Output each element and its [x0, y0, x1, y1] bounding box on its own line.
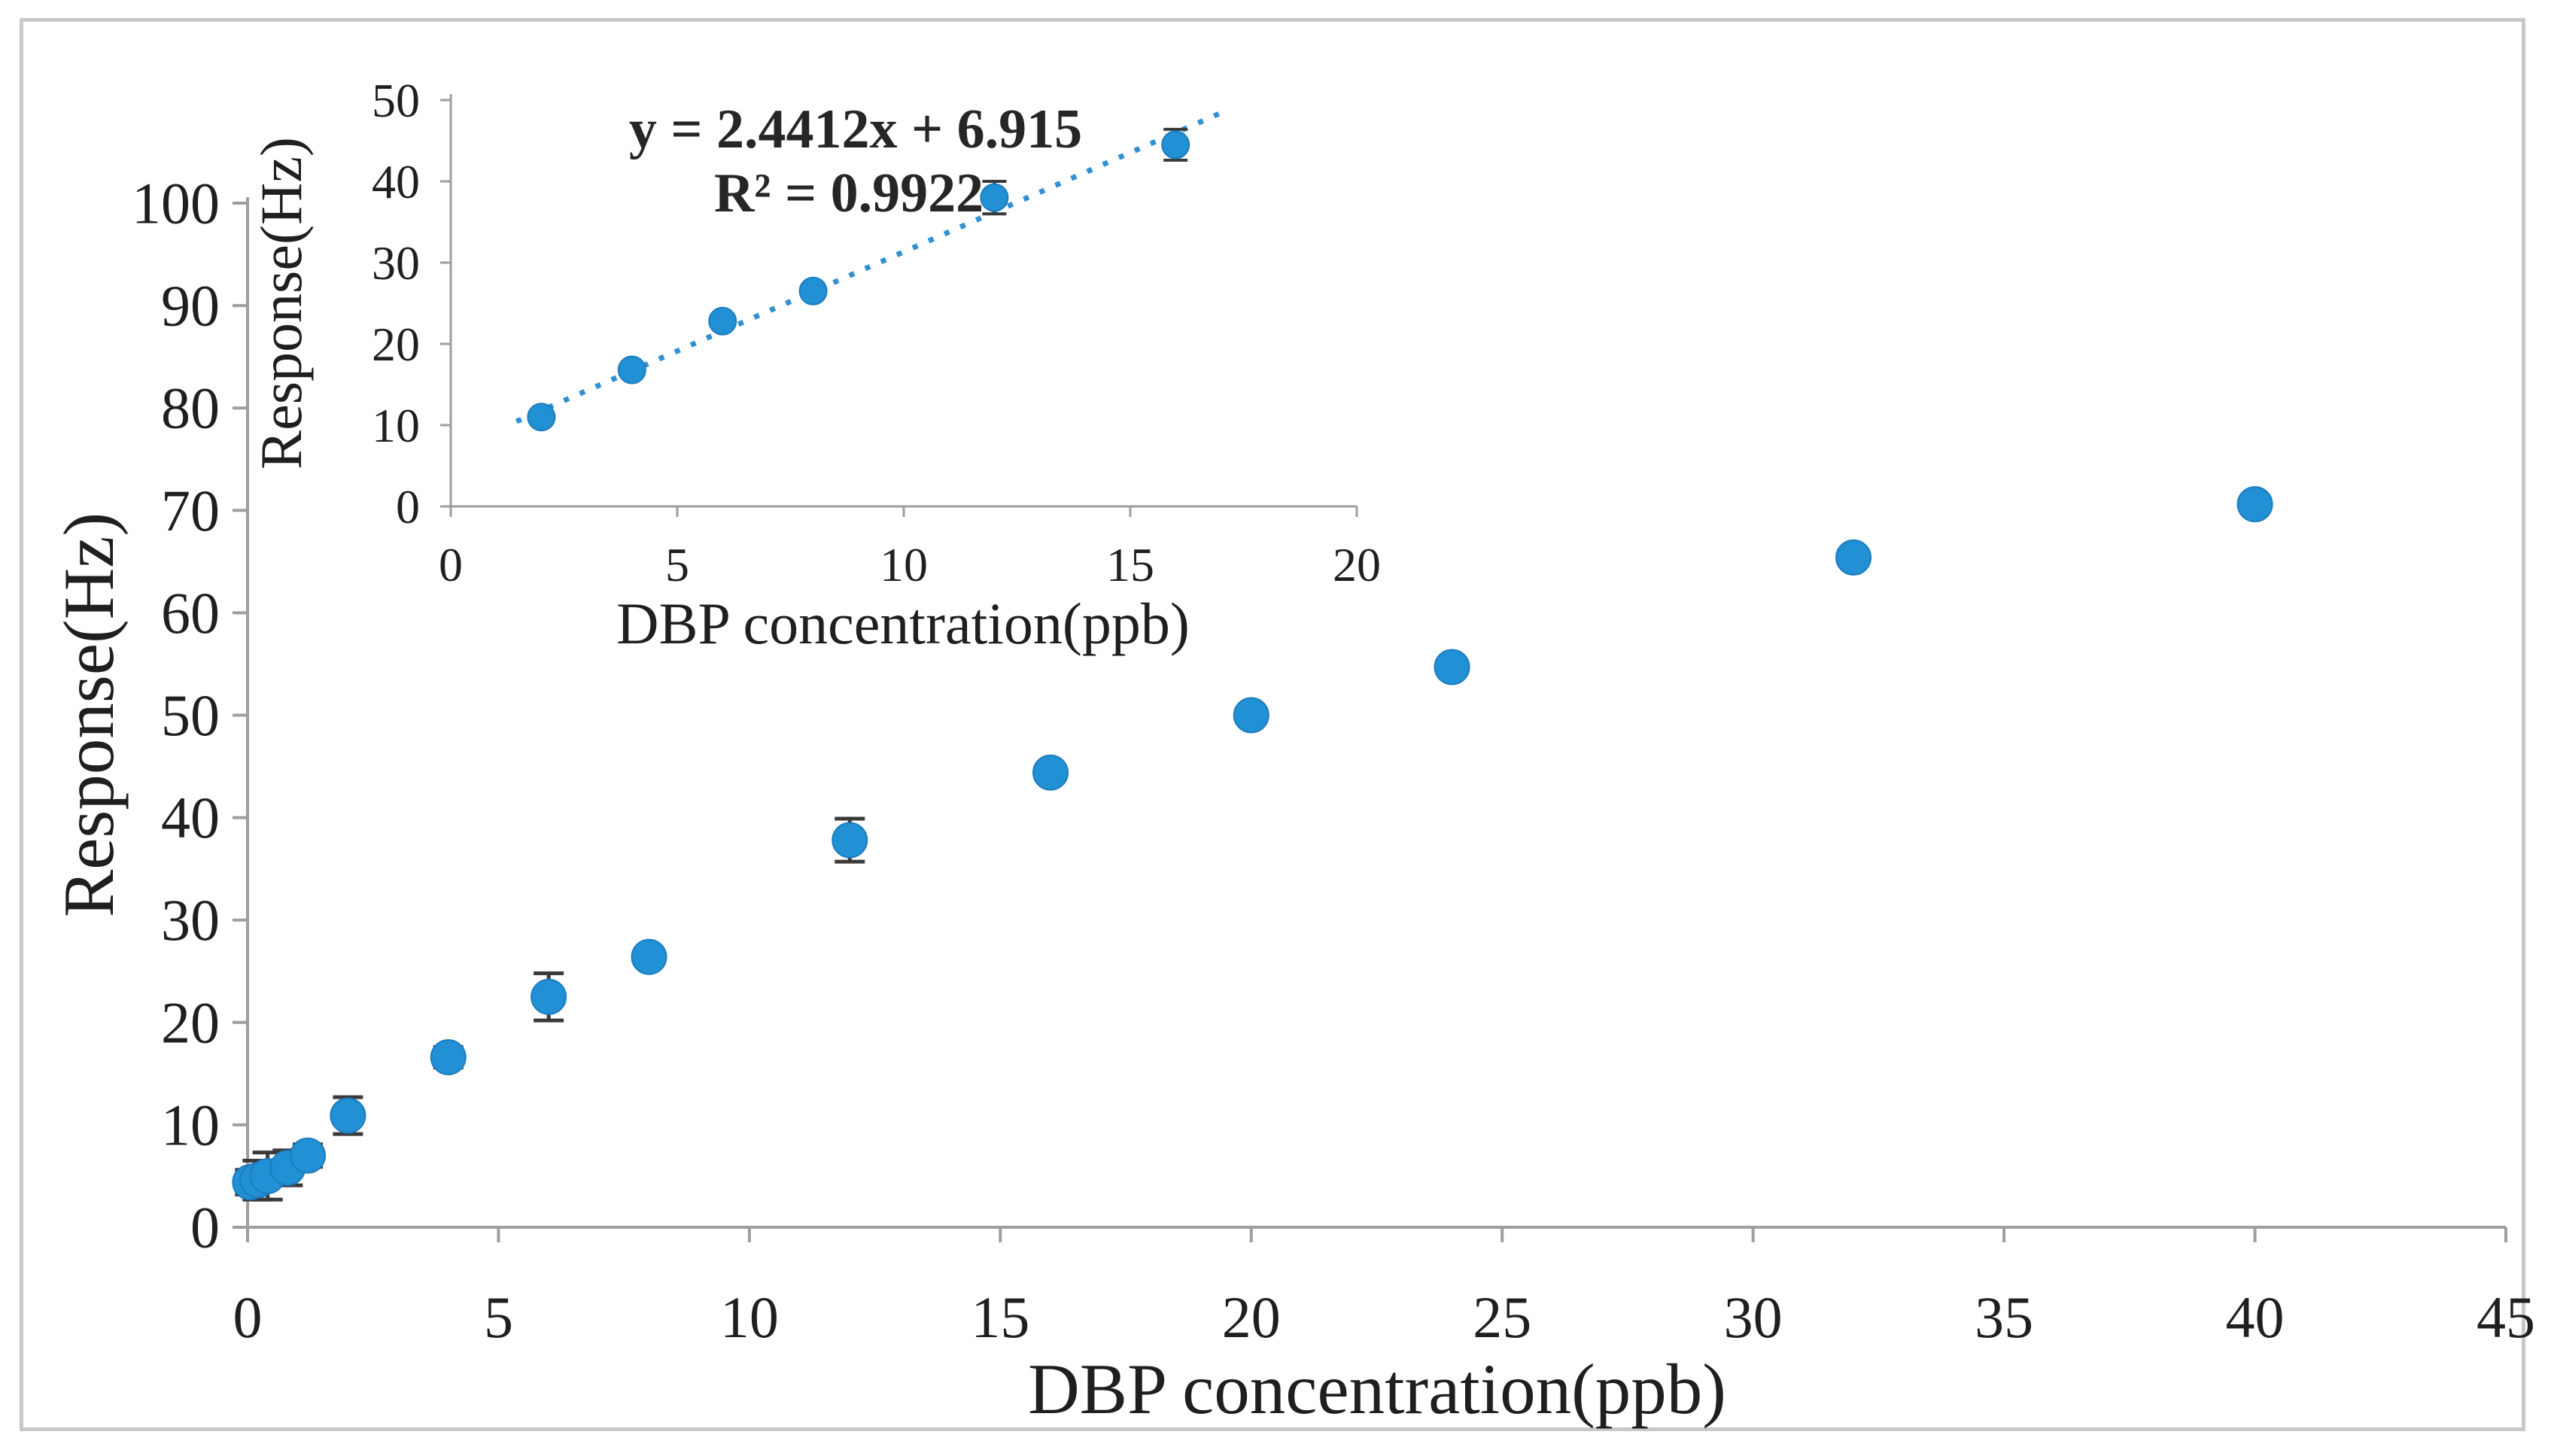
data-point: [330, 1097, 366, 1134]
x-tick-label: 40: [2226, 1284, 2285, 1350]
y-tick-label: 90: [161, 273, 220, 339]
y-tick-label: 80: [161, 375, 220, 441]
inset-y-axis-title: Response(Hz): [248, 137, 314, 470]
x-tick-label: 10: [880, 538, 928, 591]
data-point: [798, 276, 828, 305]
data-point: [631, 938, 667, 975]
data-point: [1835, 539, 1872, 576]
x-tick-label: 5: [484, 1284, 513, 1350]
main-x-axis-title: DBP concentration(ppb): [1028, 1349, 1726, 1429]
x-tick-label: 35: [1975, 1284, 2033, 1350]
data-point: [531, 978, 567, 1015]
y-tick-label: 70: [161, 478, 220, 543]
x-tick-label: 15: [971, 1284, 1029, 1350]
figure-border: [20, 18, 2525, 1431]
data-point: [617, 355, 646, 385]
inset-trendline-group: [515, 108, 1227, 424]
y-tick-label: 30: [372, 236, 420, 290]
x-tick-label: 10: [720, 1284, 779, 1350]
y-tick-label: 40: [372, 155, 420, 208]
data-point: [2236, 486, 2273, 523]
trendline-dotted: [515, 108, 1227, 424]
x-tick-label: 15: [1106, 538, 1154, 591]
data-point: [430, 1039, 467, 1076]
x-tick-label: 30: [1724, 1284, 1783, 1350]
x-tick-label: 0: [233, 1284, 263, 1350]
x-tick-label: 5: [665, 538, 689, 591]
data-point: [708, 306, 737, 336]
data-point: [290, 1137, 327, 1174]
data-point: [1161, 130, 1190, 160]
x-tick-label: 45: [2477, 1284, 2535, 1350]
data-point: [1233, 697, 1269, 734]
trendline-equation-label: y = 2.4412x + 6.915: [629, 99, 1082, 160]
x-tick-label: 25: [1473, 1284, 1531, 1350]
data-point: [832, 822, 868, 859]
y-tick-label: 20: [372, 318, 420, 371]
y-tick-label: 10: [372, 399, 420, 452]
inset-axes: 0 5 10 15 20 0 10 20 30 40 50: [372, 74, 1381, 591]
main-series: [232, 486, 2273, 1202]
y-tick-label: 0: [190, 1195, 220, 1260]
data-point: [1434, 649, 1470, 685]
y-tick-label: 60: [161, 580, 220, 646]
x-tick-label: 0: [439, 538, 463, 591]
y-tick-label: 30: [161, 887, 220, 953]
data-point: [1032, 754, 1069, 791]
main-y-axis-title: Response(Hz): [49, 512, 129, 917]
data-point: [527, 403, 556, 432]
y-tick-label: 50: [372, 74, 420, 127]
inset-x-axis-title: DBP concentration(ppb): [616, 591, 1190, 656]
y-tick-label: 100: [132, 171, 220, 236]
y-tick-label: 10: [161, 1092, 220, 1157]
y-tick-label: 40: [161, 785, 220, 850]
y-tick-label: 50: [161, 682, 220, 748]
inset-series: [527, 127, 1190, 432]
x-tick-label: 20: [1333, 538, 1381, 591]
y-tick-label: 20: [161, 989, 220, 1055]
trendline-r2-label: R² = 0.9922: [714, 163, 984, 224]
x-tick-label: 20: [1222, 1284, 1281, 1350]
data-point: [980, 183, 1009, 212]
y-tick-label: 0: [396, 480, 420, 533]
